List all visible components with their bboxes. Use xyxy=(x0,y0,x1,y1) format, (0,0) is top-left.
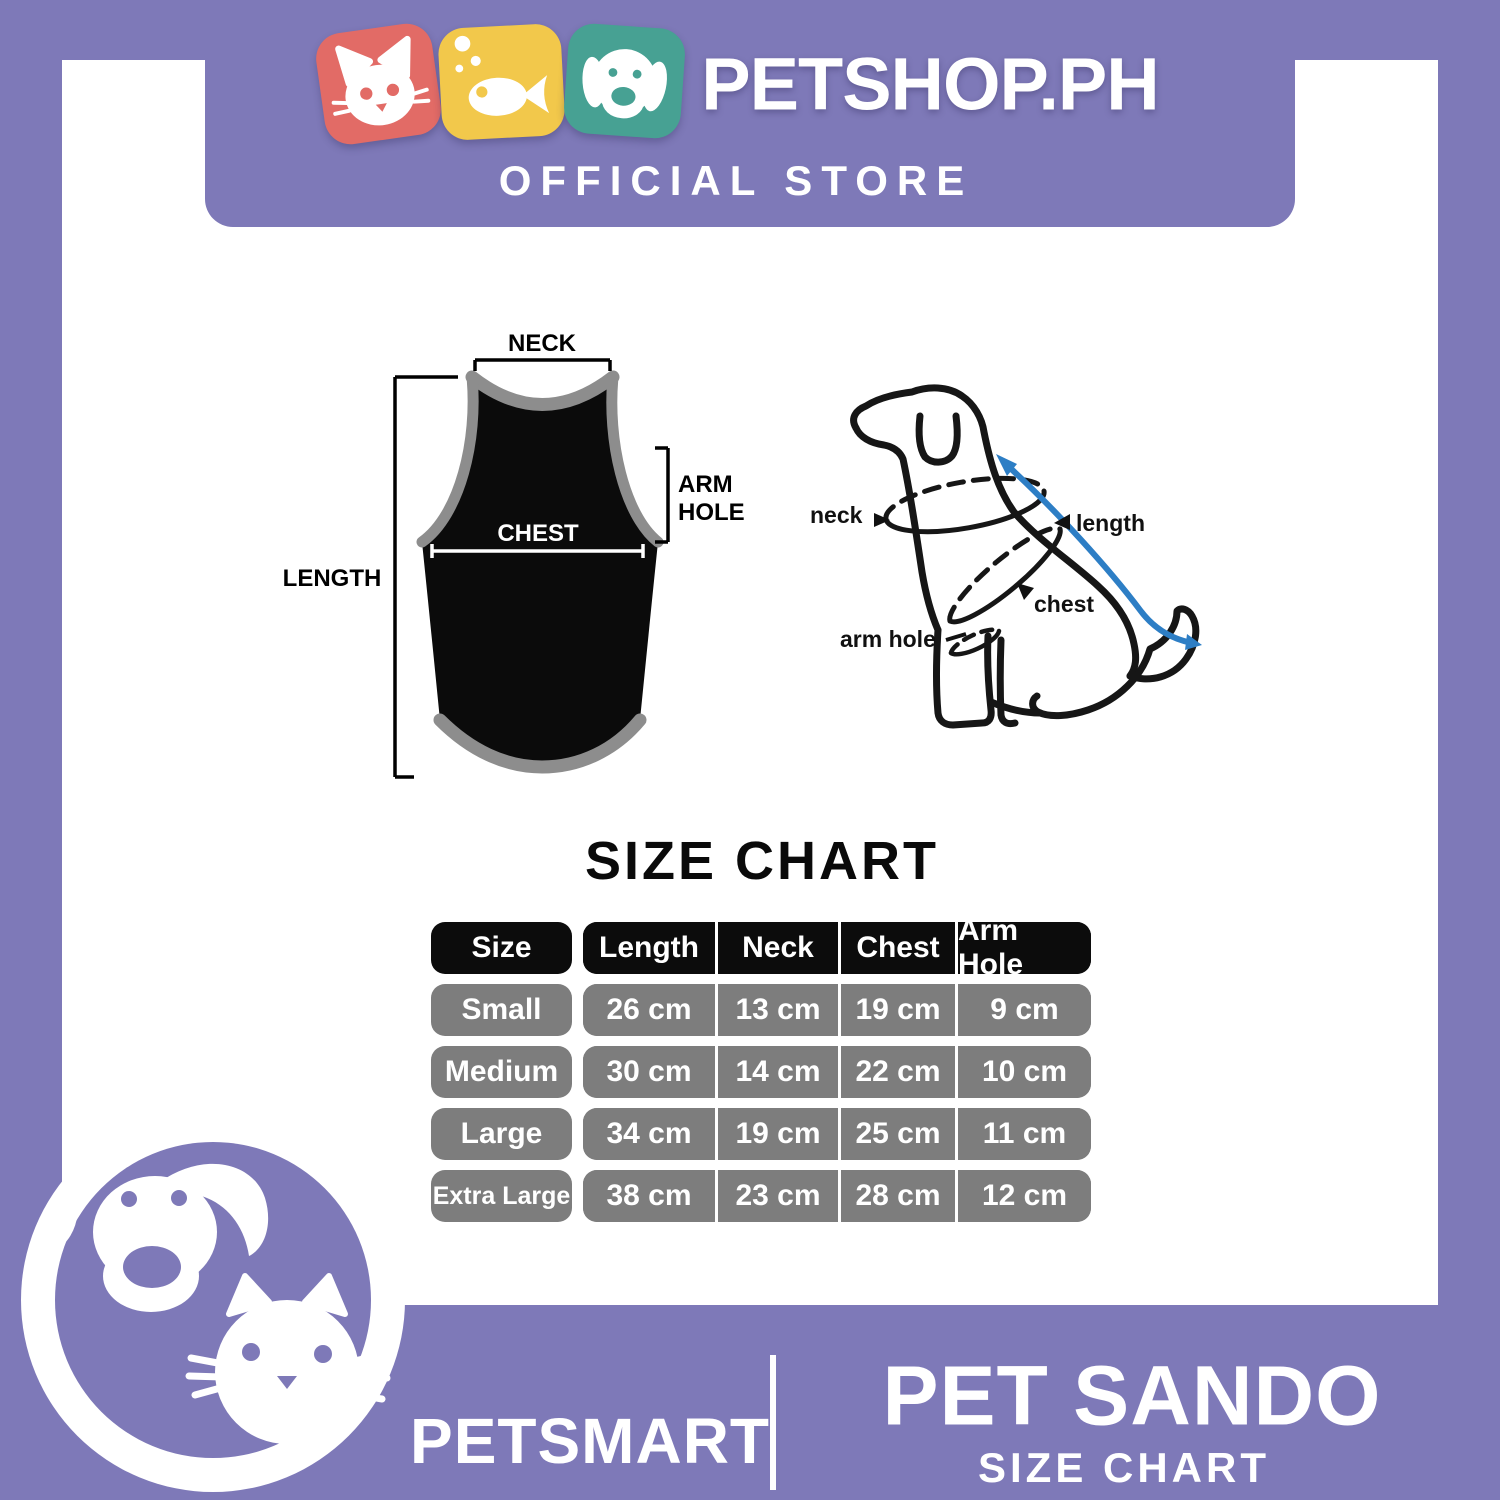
table-row-small: Small 26 cm 13 cm 19 cm 9 cm xyxy=(431,984,1091,1036)
dog-length-label: length xyxy=(1076,510,1145,536)
dog-icon xyxy=(562,22,687,140)
value-armhole: 10 cm xyxy=(955,1046,1091,1098)
dog-armhole-label: arm hole xyxy=(840,626,936,652)
value-length: 26 cm xyxy=(583,984,715,1036)
value-chest: 22 cm xyxy=(838,1046,955,1098)
label-pointers xyxy=(874,513,1070,642)
table-header-row: Size Length Neck Chest Arm Hole xyxy=(431,922,1091,974)
column-header-length: Length xyxy=(583,922,715,974)
table-row-medium: Medium 30 cm 14 cm 22 cm 10 cm xyxy=(431,1046,1091,1098)
column-header-neck: Neck xyxy=(715,922,838,974)
badge-cat-face xyxy=(185,1273,391,1444)
value-chest: 28 cm xyxy=(838,1170,955,1222)
footer-product-subtitle: SIZE CHART xyxy=(978,1444,1270,1491)
value-chest: 19 cm xyxy=(838,984,955,1036)
value-length: 38 cm xyxy=(583,1170,715,1222)
brand-logo-text: PETSHOP.PH xyxy=(701,42,1159,126)
armhole-dimension-label-line1: ARM xyxy=(678,471,733,498)
table-row-large: Large 34 cm 19 cm 25 cm 11 cm xyxy=(431,1108,1091,1160)
badge-dog-face xyxy=(40,1163,269,1312)
value-neck: 19 cm xyxy=(715,1108,838,1160)
value-length: 30 cm xyxy=(583,1046,715,1098)
size-chart-table: Size Length Neck Chest Arm Hole Small 26… xyxy=(431,922,1091,1232)
value-length: 34 cm xyxy=(583,1108,715,1160)
dog-neck-label: neck xyxy=(810,502,863,528)
size-label: Large xyxy=(431,1108,572,1160)
dog-chest-label: chest xyxy=(1034,591,1094,617)
column-header-chest: Chest xyxy=(838,922,955,974)
footer-divider xyxy=(770,1355,776,1490)
length-dimension-label: LENGTH xyxy=(283,565,382,592)
footer-store-name: PETSMART xyxy=(410,1405,770,1477)
neck-dimension-label: NECK xyxy=(508,330,577,357)
value-neck: 13 cm xyxy=(715,984,838,1036)
value-neck: 14 cm xyxy=(715,1046,838,1098)
footer-product-name: PET SANDO xyxy=(882,1348,1382,1443)
garment-measurement-diagram: NECK LENGTH ARM HOLE CHEST xyxy=(283,330,745,779)
value-armhole: 9 cm xyxy=(955,984,1091,1036)
dog-measurement-diagram: neck length chest arm hole xyxy=(810,384,1202,729)
measurement-ellipses xyxy=(883,475,1063,657)
dog-outline xyxy=(850,384,1200,729)
size-chart-title: SIZE CHART xyxy=(585,831,939,891)
official-store-tagline: OFFICIAL STORE xyxy=(498,157,974,204)
column-header-armhole: Arm Hole xyxy=(955,922,1091,974)
length-arrow xyxy=(996,454,1202,650)
size-label: Extra Large xyxy=(431,1170,572,1222)
value-armhole: 11 cm xyxy=(955,1108,1091,1160)
column-header-size: Size xyxy=(431,922,572,974)
chest-dimension-label: CHEST xyxy=(497,520,579,547)
sando-body xyxy=(422,377,658,767)
cat-icon xyxy=(312,20,445,148)
fish-icon xyxy=(437,22,566,142)
pets-badge xyxy=(21,1108,405,1492)
size-label: Medium xyxy=(431,1046,572,1098)
value-neck: 23 cm xyxy=(715,1170,838,1222)
size-label: Small xyxy=(431,984,572,1036)
armhole-dimension-label-line2: HOLE xyxy=(678,499,745,526)
value-chest: 25 cm xyxy=(838,1108,955,1160)
value-armhole: 12 cm xyxy=(955,1170,1091,1222)
table-row-extra-large: Extra Large 38 cm 23 cm 28 cm 12 cm xyxy=(431,1170,1091,1222)
